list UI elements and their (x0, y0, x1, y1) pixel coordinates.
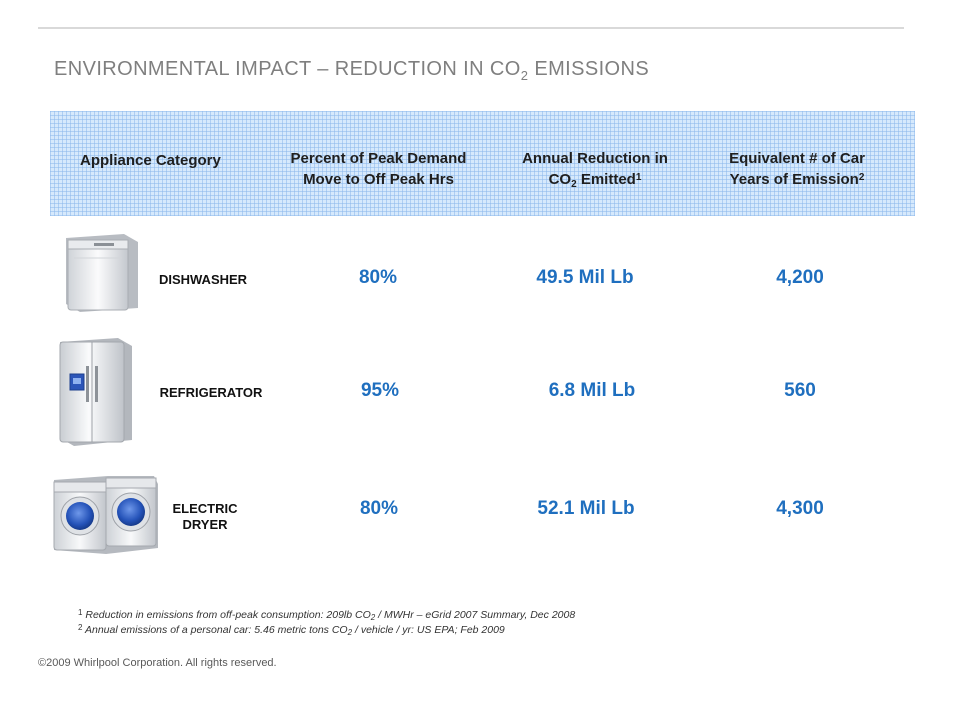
header-annual-reduction: Annual Reduction in CO2 Emitted1 (522, 150, 668, 190)
footnote-2: 2 Annual emissions of a personal car: 5.… (78, 623, 505, 637)
header-percent-peak: Percent of Peak Demand Move to Off Peak … (290, 150, 467, 188)
dishwasher-icon (66, 234, 138, 312)
car-years-value: 4,300 (776, 498, 824, 519)
reduction-value: 49.5 Mil Lb (536, 267, 634, 288)
table-header-band (50, 111, 915, 216)
slide-title: ENVIRONMENTAL IMPACT – REDUCTION IN CO2 … (54, 58, 650, 83)
appliance-name: ELECTRIC DRYER (172, 501, 238, 532)
percent-value: 95% (360, 380, 400, 401)
percent-value: 80% (359, 498, 399, 519)
header-car-years: Equivalent # of Car Years of Emission2 (729, 150, 865, 188)
top-rule (38, 27, 904, 29)
percent-value: 80% (358, 267, 398, 288)
appliance-name: REFRIGERATOR (159, 385, 263, 400)
reduction-value: 52.1 Mil Lb (537, 498, 635, 519)
reduction-value: 6.8 Mil Lb (548, 380, 636, 401)
car-years-value: 4,200 (776, 267, 824, 288)
copyright-text: ©2009 Whirlpool Corporation. All rights … (38, 657, 277, 669)
refrigerator-icon (59, 338, 132, 446)
car-years-value: 560 (784, 380, 816, 401)
appliance-name: DISHWASHER (158, 272, 248, 287)
dryer-icon (53, 476, 158, 554)
footnote-1: 1 Reduction in emissions from off-peak c… (78, 608, 576, 622)
header-appliance-category: Appliance Category (80, 152, 221, 169)
